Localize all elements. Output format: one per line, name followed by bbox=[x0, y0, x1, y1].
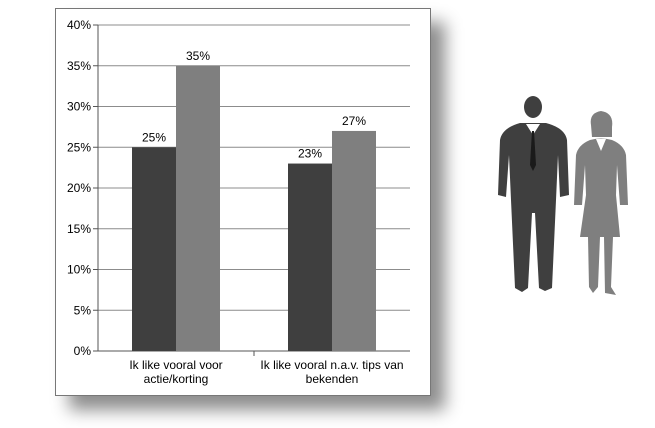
man-icon bbox=[498, 96, 569, 292]
data-label: 27% bbox=[342, 114, 366, 128]
bar bbox=[132, 147, 176, 351]
y-tick-label: 25% bbox=[67, 140, 91, 154]
data-label: 23% bbox=[298, 147, 322, 161]
category-label: actie/korting bbox=[144, 372, 209, 386]
y-tick-label: 0% bbox=[74, 344, 92, 358]
y-tick-label: 30% bbox=[67, 100, 91, 114]
category-label: bekenden bbox=[306, 372, 359, 386]
category-label: Ik like vooral voor bbox=[129, 358, 222, 372]
woman-icon bbox=[574, 111, 628, 295]
bar bbox=[332, 130, 376, 351]
category-label: Ik like vooral n.a.v. tips van bbox=[260, 358, 403, 372]
y-tick-label: 10% bbox=[67, 263, 91, 277]
y-tick-label: 35% bbox=[67, 59, 91, 73]
people-legend bbox=[498, 96, 628, 295]
y-tick-label: 20% bbox=[67, 181, 91, 195]
bar bbox=[288, 163, 332, 351]
bar-chart: 0% 5% 10% 15% 20% 25% 30% 35% 40% 25% 35% Ik like v… bbox=[67, 18, 410, 386]
chart-card: 0% 5% 10% 15% 20% 25% 30% 35% 40% 25% 35% Ik like v… bbox=[55, 8, 431, 396]
bar bbox=[176, 65, 220, 351]
data-label: 35% bbox=[186, 49, 210, 63]
y-tick-label: 40% bbox=[67, 18, 91, 32]
y-tick-label: 15% bbox=[67, 222, 91, 236]
y-tick-label: 5% bbox=[74, 303, 92, 317]
data-label: 25% bbox=[142, 130, 166, 144]
